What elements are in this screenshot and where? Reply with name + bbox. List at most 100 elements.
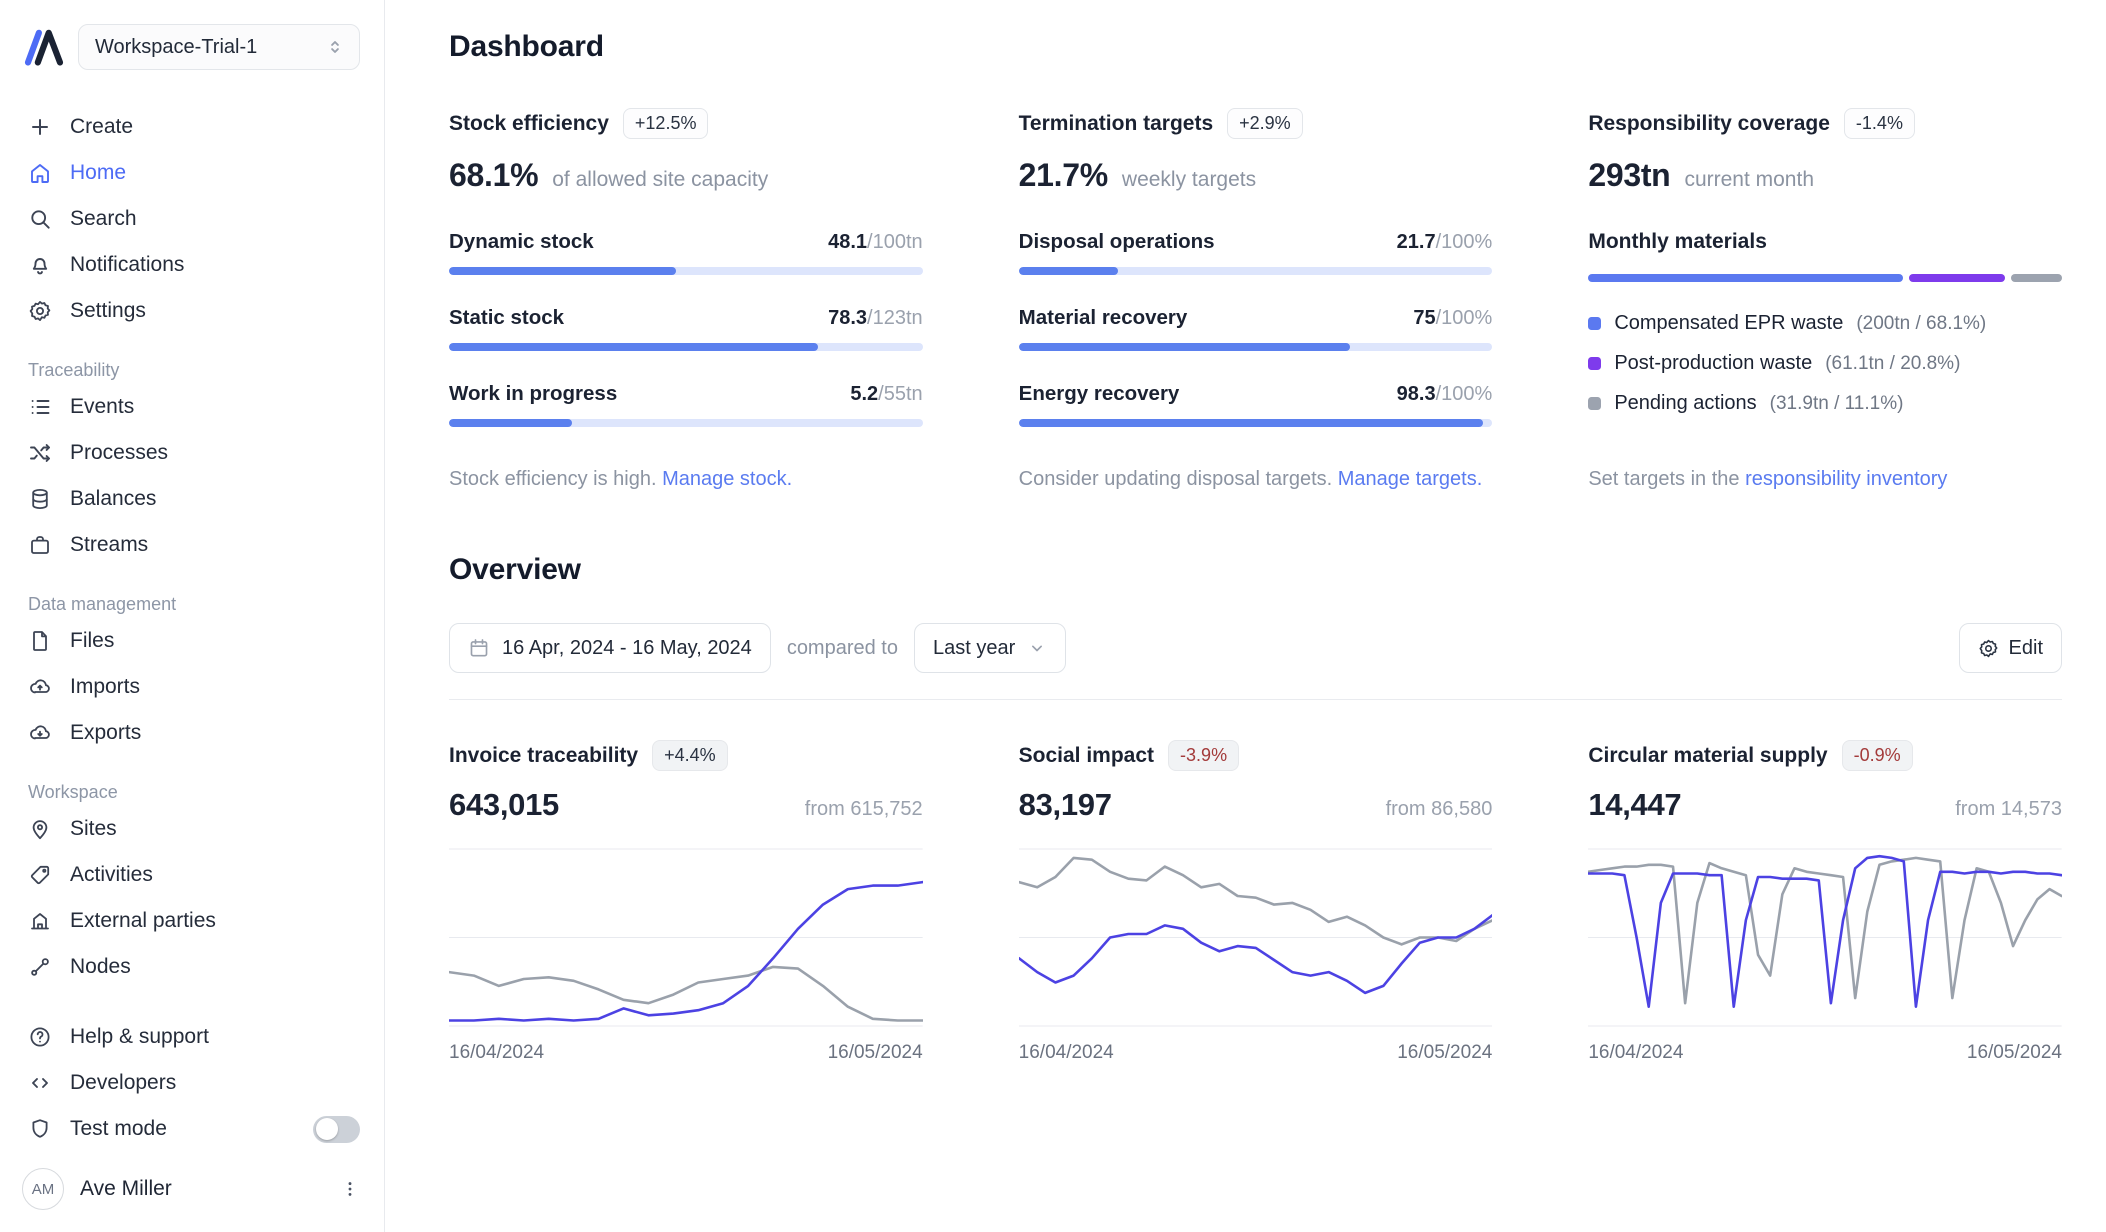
legend-label: Compensated EPR waste — [1614, 312, 1844, 334]
sidebar-item-help-support[interactable]: Help & support — [0, 1014, 384, 1060]
compare-value: Last year — [932, 636, 1016, 659]
sidebar-item-settings[interactable]: Settings — [0, 288, 384, 334]
sidebar: Workspace-Trial-1 Create Home Search Not… — [0, 0, 385, 1232]
search-icon — [31, 210, 50, 229]
sidebar-item-label: Notifications — [70, 253, 185, 276]
list-icon — [31, 400, 50, 414]
kpi-note: Set targets in the responsibility invent… — [1588, 468, 1948, 490]
sidebar-item-files[interactable]: Files — [0, 618, 384, 664]
code-icon — [32, 1078, 48, 1088]
user-name: Ave Miller — [80, 1177, 172, 1200]
progress-bar — [1018, 267, 1493, 275]
sidebar-item-label: Files — [70, 629, 115, 652]
legend-swatch — [1588, 357, 1602, 370]
chart-previous-value: from 86,580 — [1385, 798, 1493, 820]
legend-detail: (61.1tn / 20.8%) — [1825, 352, 1961, 374]
progress-value: 48.1 — [828, 231, 868, 253]
legend-item: Post-production waste (61.1tn / 20.8%) — [1588, 352, 2062, 375]
building-icon — [31, 913, 49, 930]
workspace-selector[interactable]: Workspace-Trial-1 — [78, 24, 360, 70]
primary-nav: Create Home Search Notifications Setting… — [0, 104, 384, 990]
progress-label: Dynamic stock — [449, 230, 594, 253]
progress-bar — [449, 267, 923, 275]
progress-total: /123tn — [867, 307, 923, 329]
progress-total: /55tn — [878, 383, 923, 405]
legend-swatch — [1588, 317, 1602, 330]
kpi-badge: -1.4% — [1843, 108, 1915, 139]
divider — [449, 699, 2062, 700]
kpi-value: 293tn — [1588, 157, 1671, 193]
sidebar-item-label: Events — [70, 395, 135, 418]
sidebar-item-label: Activities — [70, 863, 153, 886]
legend-label: Pending actions — [1614, 392, 1757, 414]
line-chart — [449, 845, 923, 1030]
sidebar-item-external-parties[interactable]: External parties — [0, 898, 384, 944]
nodes-icon — [31, 958, 49, 976]
cloud-upload-icon — [30, 679, 50, 694]
chart-section: Invoice traceability +4.4% 643,015 from … — [449, 740, 2062, 1064]
test-mode-toggle[interactable] — [313, 1115, 360, 1143]
sidebar-item-label: Help & support — [70, 1025, 209, 1048]
responsibility-inventory-link[interactable]: responsibility inventory — [1745, 468, 1948, 490]
sidebar-item-events[interactable]: Events — [0, 384, 384, 430]
sidebar-item-streams[interactable]: Streams — [0, 522, 384, 568]
kpi-value: 68.1% — [449, 157, 539, 193]
chart-card-social-impact: Social impact -3.9% 83,197 from 86,580 1… — [1018, 740, 1493, 1064]
compare-select[interactable]: Last year — [913, 623, 1067, 673]
sidebar-item-processes[interactable]: Processes — [0, 430, 384, 476]
section-label-workspace: Workspace — [28, 782, 118, 802]
line-chart — [1588, 845, 2062, 1030]
app-logo-icon — [24, 29, 64, 66]
sidebar-item-label: Exports — [70, 721, 142, 744]
sidebar-item-imports[interactable]: Imports — [0, 664, 384, 710]
bell-icon — [32, 258, 48, 275]
progress-row: Disposal operations 21.7/100% — [1018, 230, 1493, 275]
stacked-segment — [1588, 274, 1903, 282]
dots-vertical-icon — [348, 1182, 352, 1196]
stacked-bar — [1588, 274, 2062, 282]
progress-value: 78.3 — [828, 307, 868, 329]
sidebar-item-label: Settings — [70, 299, 146, 322]
sidebar-item-activities[interactable]: Activities — [0, 852, 384, 898]
progress-row: Work in progress 5.2/55tn — [449, 382, 923, 427]
sidebar-item-balances[interactable]: Balances — [0, 476, 384, 522]
sidebar-item-label: Processes — [70, 441, 169, 464]
sidebar-item-exports[interactable]: Exports — [0, 710, 384, 756]
progress-bar — [449, 343, 923, 351]
sidebar-item-sites[interactable]: Sites — [0, 806, 384, 852]
user-menu[interactable]: AM Ave Miller — [0, 1152, 384, 1232]
sidebar-item-create[interactable]: Create — [0, 104, 384, 150]
sidebar-item-notifications[interactable]: Notifications — [0, 242, 384, 288]
briefcase-icon — [31, 536, 49, 554]
sidebar-item-test-mode[interactable]: Test mode — [0, 1106, 384, 1152]
kpi-note: Stock efficiency is high. Manage stock. — [449, 468, 793, 490]
sidebar-item-home[interactable]: Home — [0, 150, 384, 196]
manage-targets-link[interactable]: Manage targets. — [1337, 468, 1483, 490]
sidebar-item-label: Create — [70, 115, 134, 138]
sidebar-item-label: External parties — [70, 909, 216, 932]
section-label-traceability: Traceability — [28, 360, 120, 380]
sidebar-item-search[interactable]: Search — [0, 196, 384, 242]
manage-stock-link[interactable]: Manage stock. — [662, 468, 793, 490]
sidebar-item-label: Test mode — [70, 1117, 167, 1140]
chart-title: Social impact — [1018, 743, 1155, 767]
progress-value: 75 — [1413, 307, 1436, 329]
kpi-card-responsibility-coverage: Responsibility coverage -1.4% 293tn curr… — [1588, 108, 2062, 491]
sidebar-footer: Help & support Developers Test mode AM A… — [0, 1014, 384, 1232]
plus-icon — [32, 119, 48, 135]
user-options-button[interactable] — [336, 1175, 364, 1203]
legend-label: Post-production waste — [1614, 352, 1813, 374]
edit-button[interactable]: Edit — [1958, 623, 2062, 673]
kpi-caption: weekly targets — [1121, 168, 1257, 191]
date-range-button[interactable]: 16 Apr, 2024 - 16 May, 2024 — [449, 623, 771, 673]
sidebar-item-label: Sites — [70, 817, 117, 840]
sidebar-item-nodes[interactable]: Nodes — [0, 944, 384, 990]
stacked-segment — [1908, 274, 2005, 282]
kpi-card-stock-efficiency: Stock efficiency +12.5% 68.1% of allowed… — [449, 108, 923, 491]
legend: Compensated EPR waste (200tn / 68.1%) Po… — [1588, 312, 2062, 432]
progress-value: 5.2 — [850, 383, 879, 405]
overview-title: Overview — [449, 553, 581, 586]
sidebar-item-developers[interactable]: Developers — [0, 1060, 384, 1106]
legend-item: Compensated EPR waste (200tn / 68.1%) — [1588, 312, 2062, 335]
section-label-data-management: Data management — [28, 594, 177, 614]
